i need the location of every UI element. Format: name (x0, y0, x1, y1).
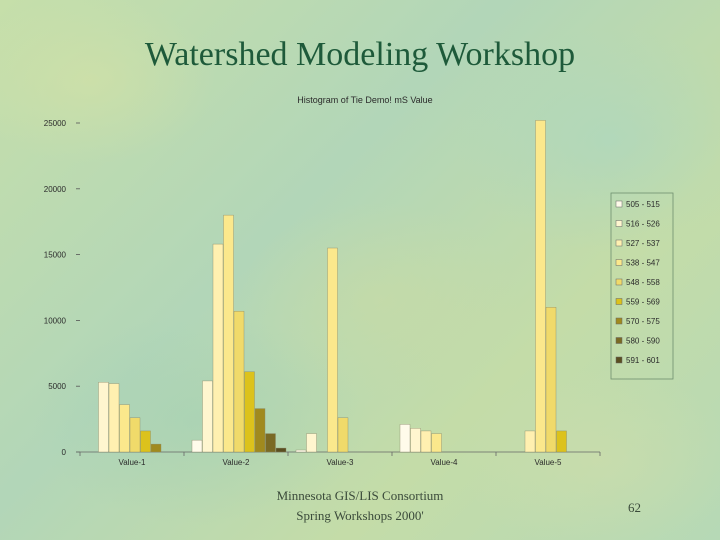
bar (337, 417, 349, 453)
legend-label: 538 - 547 (626, 259, 660, 268)
bar (202, 380, 213, 453)
y-tick-label: 0 (62, 448, 67, 457)
footer-line-2: Spring Workshops 2000' (296, 508, 424, 523)
bar (420, 430, 432, 453)
legend-box (610, 192, 674, 380)
bar (556, 430, 567, 453)
legend-swatch (615, 298, 623, 305)
legend-swatch (615, 337, 623, 344)
bar (150, 443, 162, 453)
legend-swatch (615, 356, 623, 364)
footer: Minnesota GIS/LIS Consortium Spring Work… (240, 486, 480, 526)
bar (191, 439, 203, 453)
footer-line-1: Minnesota GIS/LIS Consortium (276, 488, 444, 503)
legend-label: 559 - 569 (626, 298, 660, 307)
legend-label: 516 - 526 (626, 220, 660, 229)
bar (212, 243, 224, 453)
bar (545, 307, 557, 453)
legend-label: 527 - 537 (626, 239, 660, 248)
bar (327, 247, 338, 453)
y-tick-label: 10000 (44, 316, 67, 325)
legend-label: 548 - 558 (626, 278, 660, 287)
bar (233, 310, 245, 453)
chart-title: Histogram of Tie Demo! mS Value (297, 95, 432, 105)
x-tick-label: Value-2 (223, 458, 251, 467)
bar (399, 424, 411, 453)
page-number: 62 (628, 500, 641, 515)
y-tick-label: 25000 (44, 119, 67, 128)
x-tick-label: Value-3 (327, 458, 355, 467)
x-tick-label: Value-5 (535, 458, 563, 467)
y-axis: 0 5000 10000 15000 20000 25000 (44, 119, 80, 457)
legend-swatch (615, 220, 623, 227)
bar (119, 404, 130, 453)
bar (410, 428, 421, 453)
legend-label: 505 - 515 (626, 200, 660, 209)
bar (265, 433, 276, 453)
bar (98, 382, 109, 453)
y-tick-label: 15000 (44, 251, 67, 260)
bar (108, 383, 120, 453)
bar (129, 417, 141, 453)
bar (254, 408, 266, 453)
bar (140, 430, 151, 453)
legend: 505 - 515 516 - 526 527 - 537 538 - 547 548 … (610, 192, 674, 380)
x-axis: Value-1 Value-2 Value-3 Value-4 Value-5 (79, 451, 601, 467)
bars-group (98, 120, 567, 453)
bar (431, 433, 442, 453)
bar (524, 430, 536, 453)
bar (295, 449, 307, 453)
legend-label: 580 - 590 (626, 337, 660, 346)
x-tick-label: Value-1 (119, 458, 147, 467)
legend-swatch (615, 317, 623, 325)
y-tick-label: 5000 (48, 382, 66, 391)
bar (223, 214, 234, 453)
bar (244, 371, 255, 453)
bar (275, 447, 287, 453)
legend-swatch (615, 239, 623, 247)
slide-title: Watershed Modeling Workshop (144, 36, 576, 73)
legend-label: 570 - 575 (626, 317, 660, 326)
legend-swatch (615, 278, 623, 286)
legend-label: 591 - 601 (626, 356, 660, 365)
bar (535, 120, 546, 453)
legend-swatch (615, 259, 623, 266)
legend-swatch (615, 200, 623, 208)
bar (306, 433, 317, 453)
x-tick-label: Value-4 (431, 458, 459, 467)
y-tick-label: 20000 (44, 185, 67, 194)
